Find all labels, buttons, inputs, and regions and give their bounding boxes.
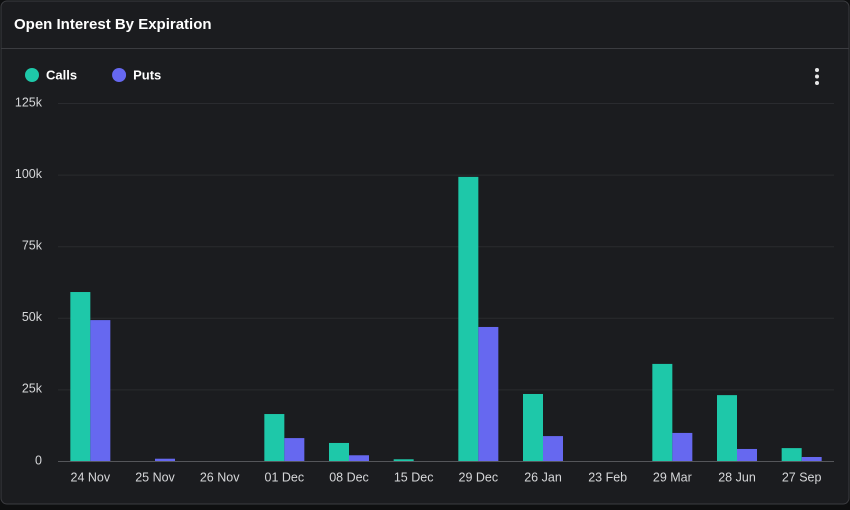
x-tick-label: 29 Dec	[459, 470, 499, 484]
x-tick-label: 08 Dec	[329, 470, 369, 484]
x-tick-label: 27 Sep	[782, 470, 822, 484]
bar[interactable]	[70, 292, 91, 461]
bar[interactable]	[652, 363, 673, 461]
bar[interactable]	[349, 455, 369, 461]
bar[interactable]	[458, 176, 479, 461]
x-tick-label: 28 Jun	[718, 470, 756, 484]
bar[interactable]	[478, 326, 499, 461]
x-tick-label: 23 Feb	[588, 470, 627, 484]
x-tick-label: 26 Jan	[524, 470, 562, 484]
bar[interactable]	[672, 432, 693, 461]
menu-dot	[815, 81, 819, 85]
bar[interactable]	[264, 414, 285, 461]
legend-swatch	[112, 68, 127, 82]
x-tick-label: 25 Nov	[135, 470, 175, 484]
legend-swatch	[25, 68, 39, 82]
bar[interactable]	[393, 459, 414, 461]
bar[interactable]	[155, 458, 175, 461]
y-tick-label: 100k	[15, 167, 43, 181]
bar[interactable]	[737, 448, 757, 461]
bar[interactable]	[801, 456, 822, 461]
y-tick-label: 25k	[22, 382, 43, 396]
bars	[70, 176, 822, 461]
chart-title: Open Interest By Expiration	[14, 16, 212, 33]
x-tick-label: 15 Dec	[394, 470, 434, 484]
bar[interactable]	[781, 448, 802, 461]
y-tick-label: 0	[35, 453, 42, 467]
y-tick-label: 75k	[22, 238, 43, 252]
bar[interactable]	[329, 442, 349, 461]
menu-button[interactable]	[806, 62, 828, 90]
x-tick-label: 26 Nov	[200, 470, 240, 484]
bar[interactable]	[90, 320, 111, 461]
y-tick-label: 125k	[15, 95, 43, 109]
y-tick-label: 50k	[22, 310, 43, 324]
x-tick-label: 24 Nov	[71, 470, 111, 484]
legend-label[interactable]: Puts	[133, 67, 161, 82]
labels: 0 25k 50k 75k 100k 125k 24 Nov 25 Nov 26 Nov 01 D…	[15, 95, 822, 484]
bar[interactable]	[523, 393, 543, 461]
menu-dot	[815, 68, 819, 72]
grid	[58, 103, 834, 462]
x-tick-label: 29 Mar	[653, 470, 692, 484]
bar[interactable]	[284, 438, 305, 461]
legend-label[interactable]: Calls	[46, 67, 77, 82]
bar[interactable]	[543, 436, 563, 461]
menu-dot	[815, 74, 819, 79]
x-tick-label: 01 Dec	[265, 470, 305, 484]
bar[interactable]	[717, 395, 737, 461]
